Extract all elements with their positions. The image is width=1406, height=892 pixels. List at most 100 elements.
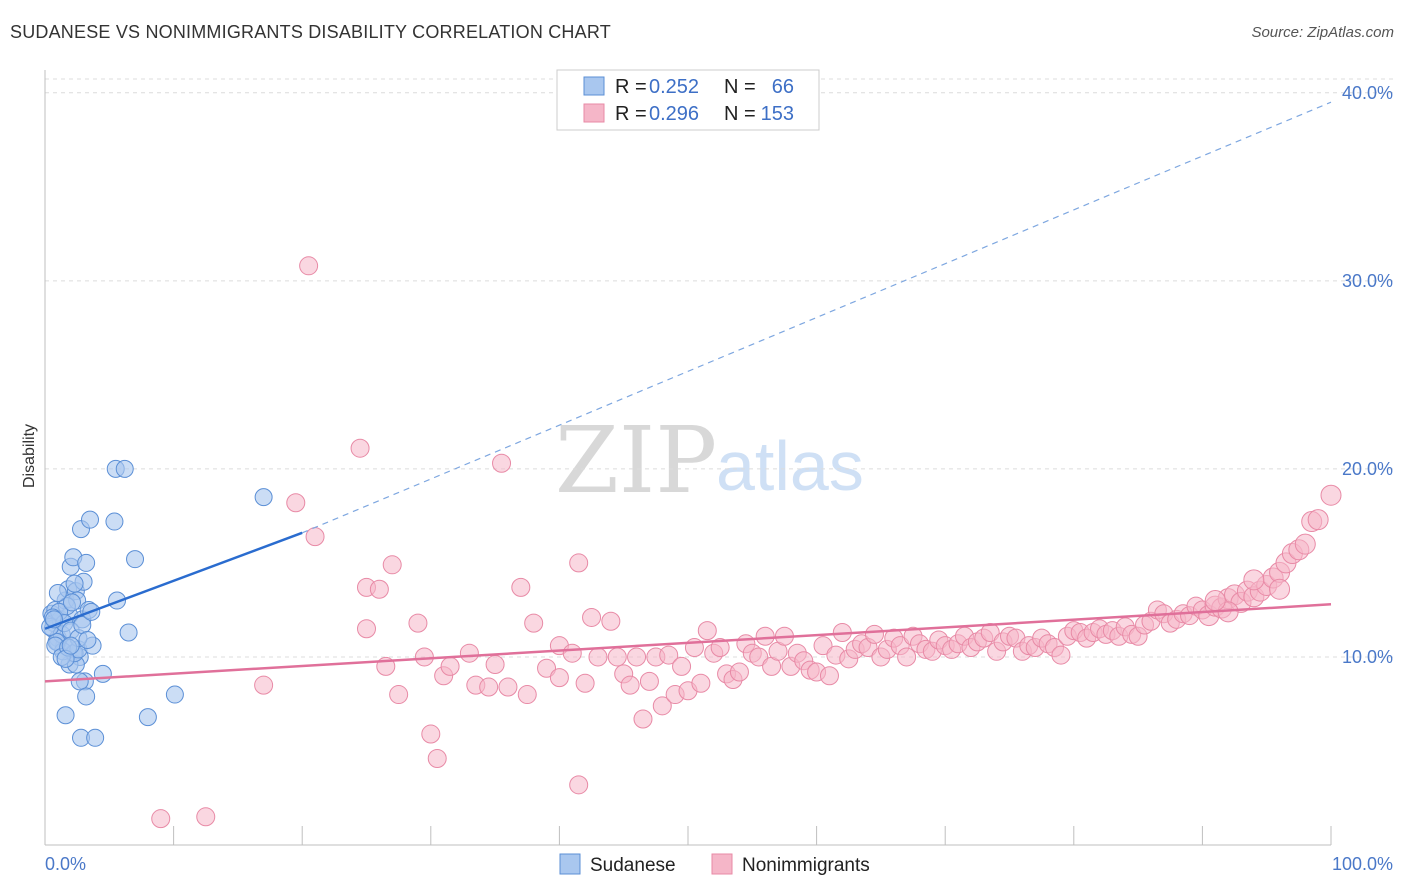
sudanese-point (126, 550, 145, 569)
nonimmigrants-trend-line (44, 603, 1332, 683)
y-tick-label: 40.0% (1342, 83, 1393, 103)
sudanese-trend-extension (301, 101, 1332, 534)
watermark-atlas: atlas (716, 427, 864, 505)
nonimmigrants-point (755, 626, 775, 646)
x-tick-label-max: 100.0% (1332, 854, 1393, 874)
nonimmigrants-point (459, 643, 479, 663)
nonimmigrants-point (562, 643, 582, 663)
y-tick-label: 10.0% (1342, 647, 1393, 667)
nonimmigrants-point (196, 807, 216, 827)
nonimmigrants-point (575, 673, 595, 693)
nonimmigrants-point (382, 555, 402, 575)
sudanese-point (93, 664, 112, 683)
bottom-legend-label-nonimmigrants: Nonimmigrants (742, 855, 870, 876)
sudanese-point (138, 708, 157, 727)
nonimmigrants-point (511, 577, 531, 597)
nonimmigrants-point (864, 624, 884, 644)
nonimmigrants-point (659, 645, 679, 665)
legend-r-value-2: 0.296 (649, 103, 699, 125)
bottom-legend: Sudanese Nonimmigrants (559, 853, 870, 876)
legend-r-value-1: 0.252 (649, 76, 699, 98)
y-axis-label: Disability (21, 424, 38, 488)
nonimmigrants-points (151, 256, 1342, 829)
bottom-legend-swatch-sudanese (559, 853, 581, 875)
nonimmigrants-point (369, 579, 389, 599)
sudanese-point (105, 512, 124, 531)
sudanese-point (56, 706, 75, 725)
nonimmigrants-point (819, 666, 839, 686)
legend-swatch-nonimmigrants (583, 103, 605, 123)
nonimmigrants-point (151, 809, 171, 829)
nonimmigrants-point (1320, 484, 1342, 506)
nonimmigrants-point (286, 493, 306, 513)
nonimmigrants-point (582, 607, 602, 627)
nonimmigrants-point (517, 685, 537, 705)
nonimmigrants-point (749, 647, 769, 667)
legend-n-value-2: 153 (761, 103, 794, 125)
nonimmigrants-point (427, 748, 447, 768)
sudanese-point (65, 574, 84, 593)
x-tick-label-min: 0.0% (45, 854, 86, 874)
nonimmigrants-point (408, 613, 428, 633)
nonimmigrants-point (440, 656, 460, 676)
nonimmigrants-point (357, 619, 376, 639)
nonimmigrants-point (672, 656, 692, 676)
nonimmigrants-point (485, 654, 505, 674)
nonimmigrants-point (1051, 645, 1071, 665)
nonimmigrants-point (569, 553, 589, 573)
sudanese-point (165, 685, 184, 704)
nonimmigrants-point (1269, 578, 1291, 600)
nonimmigrants-point (537, 658, 557, 678)
nonimmigrants-point (1243, 569, 1265, 591)
legend-n-label-1: N = (724, 76, 756, 98)
legend-r-label-2: R = (615, 103, 647, 125)
nonimmigrants-point (729, 662, 749, 682)
nonimmigrants-point (389, 685, 409, 705)
nonimmigrants-point (549, 668, 569, 688)
sudanese-point (61, 636, 80, 655)
nonimmigrants-point (813, 636, 833, 656)
nonimmigrants-point (601, 611, 621, 631)
nonimmigrants-point (350, 438, 370, 458)
nonimmigrants-point (1294, 533, 1316, 555)
bottom-legend-label-sudanese: Sudanese (590, 855, 676, 876)
nonimmigrants-point (421, 724, 441, 744)
y-tick-labels: 10.0% 20.0% 30.0% 40.0% (1342, 83, 1393, 667)
nonimmigrants-point (897, 647, 917, 667)
sudanese-point (48, 584, 67, 603)
sudanese-point (77, 553, 96, 572)
nonimmigrants-point (1307, 509, 1329, 531)
legend-n-value-1: 66 (772, 76, 794, 98)
nonimmigrants-point (697, 621, 717, 641)
nonimmigrants-point (639, 671, 659, 691)
legend-r-label-1: R = (615, 76, 647, 98)
source-label: Source: ZipAtlas.com (1251, 24, 1394, 41)
nonimmigrants-point (498, 677, 518, 697)
nonimmigrants-point (691, 673, 711, 693)
sudanese-point (119, 623, 138, 642)
legend-n-label-2: N = (724, 103, 756, 125)
y-tick-label: 30.0% (1342, 271, 1393, 291)
nonimmigrants-point (524, 613, 544, 633)
nonimmigrants-point (254, 675, 274, 695)
gridlines (45, 78, 1393, 658)
watermark-zip: ZIP (555, 407, 717, 514)
nonimmigrants-point (479, 677, 499, 697)
x-ticks (173, 826, 1332, 845)
nonimmigrants-point (652, 696, 672, 716)
nonimmigrants-point (305, 527, 325, 547)
legend-swatch-sudanese (583, 76, 605, 96)
sudanese-point (70, 672, 89, 691)
sudanese-trend-line (44, 531, 303, 630)
nonimmigrants-point (492, 453, 512, 473)
sudanese-point (81, 510, 100, 529)
chart-title: SUDANESE VS NONIMMIGRANTS DISABILITY COR… (10, 22, 611, 42)
legend: R = 0.252 N = 66 R = 0.296 N = 153 (556, 69, 820, 131)
nonimmigrants-point (569, 775, 589, 795)
sudanese-point (63, 593, 82, 612)
nonimmigrants-point (627, 647, 647, 667)
nonimmigrants-point (414, 647, 434, 667)
sudanese-point (77, 687, 96, 706)
nonimmigrants-point (710, 638, 730, 658)
